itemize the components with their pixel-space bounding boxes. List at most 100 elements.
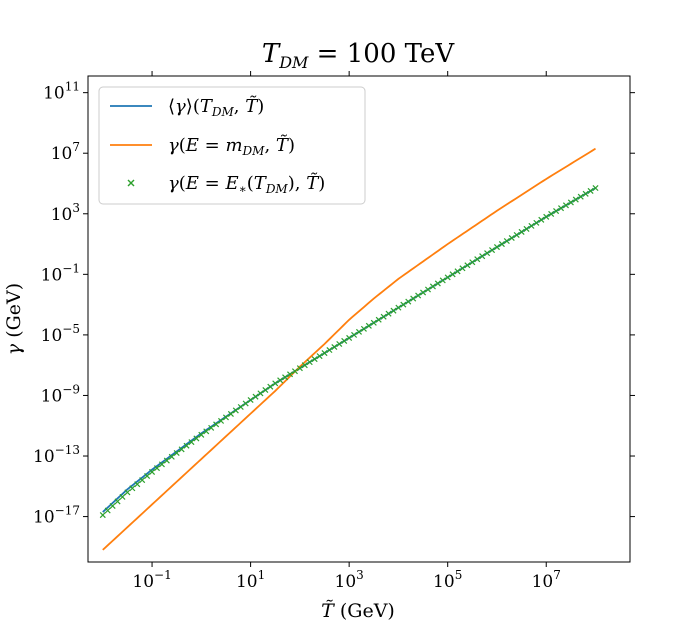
- scatter-point: [267, 383, 274, 390]
- y-tick-base: 10: [41, 265, 63, 285]
- scatter-point: [464, 262, 471, 269]
- x-tick-label: 10−1: [132, 568, 171, 592]
- scatter-point: [484, 250, 491, 257]
- scatter-point: [242, 400, 249, 407]
- scatter-point: [144, 472, 151, 480]
- legend-label-gamma-estar: γ(E = E∗(TDM), T̃): [168, 172, 325, 196]
- scatter-point: [286, 371, 294, 378]
- scatter-point: [129, 485, 136, 492]
- scatter-point: [469, 259, 476, 266]
- series-layer: [99, 147, 599, 551]
- scatter-point: [158, 461, 165, 468]
- x-tick-base: 10: [236, 572, 258, 592]
- scatter-point: [331, 343, 338, 351]
- scatter-point: [227, 410, 234, 417]
- y-tick-base: 10: [43, 84, 65, 104]
- scatter-point: [341, 337, 348, 344]
- scatter-point: [326, 347, 333, 354]
- scatter-point: [592, 185, 599, 192]
- scatter-point: [168, 453, 175, 460]
- scatter-point: [316, 353, 323, 360]
- x-tick-label: 105: [433, 568, 462, 592]
- scatter-point: [178, 446, 185, 453]
- scatter-point: [346, 334, 353, 341]
- legend-label-gamma-mdm: γ(E = mDM, T̃): [168, 134, 295, 158]
- scatter-point: [336, 340, 343, 348]
- scatter-point: [114, 498, 121, 505]
- scatter-point: [311, 356, 318, 363]
- series-markers-2: [99, 185, 599, 519]
- scatter-point: [291, 368, 298, 375]
- x-tick-label: 107: [532, 568, 561, 592]
- scatter-point: [444, 274, 451, 281]
- y-tick-base: 10: [51, 144, 73, 164]
- x-tick-label: 101: [236, 568, 265, 592]
- scatter-point: [119, 493, 126, 500]
- scatter-point: [405, 298, 412, 305]
- scatter-point: [193, 435, 200, 442]
- scatter-point: [104, 507, 111, 514]
- scatter-point: [439, 277, 446, 284]
- scatter-point: [400, 301, 407, 308]
- scatter-point: [173, 449, 180, 457]
- scatter-point: [301, 362, 308, 369]
- y-tick-base: 10: [41, 326, 63, 346]
- scatter-point: [424, 286, 432, 293]
- y-tick-base: 10: [51, 205, 73, 225]
- legend-swatch-gamma-estar: [127, 179, 135, 187]
- legend-item-mean-gamma: ⟨γ⟩(TDM, T̃): [110, 95, 264, 119]
- scatter-point: [528, 222, 535, 229]
- scatter-point: [557, 205, 565, 212]
- scatter-point: [134, 481, 141, 488]
- scatter-point: [262, 386, 269, 394]
- scatter-point: [415, 292, 422, 299]
- scatter-point: [351, 331, 358, 338]
- scatter-point: [321, 350, 328, 357]
- scatter-point: [395, 304, 402, 311]
- scatter-point: [282, 374, 289, 381]
- scatter-point: [198, 431, 205, 438]
- y-tick-label: 10−5: [41, 322, 80, 346]
- legend-label-mean-gamma: ⟨γ⟩(TDM, T̃): [168, 95, 264, 119]
- scatter-point: [503, 238, 510, 245]
- y-tick-label: 10−13: [33, 443, 80, 467]
- scatter-point: [139, 477, 146, 484]
- x-tick-base: 10: [335, 572, 357, 592]
- y-axis-label: γ (GeV): [3, 283, 25, 355]
- scatter-point: [508, 234, 515, 242]
- scatter-point: [533, 219, 540, 226]
- scatter-point: [360, 325, 367, 332]
- scatter-point: [247, 396, 254, 404]
- y-tick-base: 10: [33, 447, 55, 467]
- scatter-point: [493, 244, 500, 251]
- scatter-point: [218, 417, 225, 424]
- scatter-point: [237, 403, 244, 410]
- scatter-point: [449, 271, 456, 278]
- scatter-point: [232, 407, 239, 414]
- scatter-point: [562, 202, 569, 209]
- scatter-point: [518, 228, 525, 235]
- scatter-point: [567, 199, 574, 206]
- scatter-point: [370, 319, 377, 326]
- x-tick-label: 103: [335, 568, 364, 592]
- series-line-1: [102, 147, 596, 551]
- x-tick-exponent: 5: [455, 568, 463, 582]
- y-tick-exponent: −5: [62, 322, 80, 336]
- y-tick-exponent: 3: [72, 201, 80, 215]
- y-tick-label: 103: [51, 201, 80, 225]
- x-tick-base: 10: [132, 572, 154, 592]
- chart-title: TDM = 100 TeV: [262, 39, 455, 72]
- scatter-point: [548, 210, 555, 217]
- y-tick-exponent: −17: [55, 504, 80, 518]
- scatter-point: [380, 313, 387, 320]
- scatter-point: [538, 216, 545, 223]
- y-tick-label: 10−17: [33, 504, 80, 528]
- scatter-point: [390, 307, 397, 314]
- scatter-point: [208, 424, 215, 431]
- scatter-point: [257, 390, 264, 397]
- scatter-point: [252, 393, 259, 400]
- scatter-point: [355, 328, 363, 335]
- scatter-point: [272, 380, 279, 387]
